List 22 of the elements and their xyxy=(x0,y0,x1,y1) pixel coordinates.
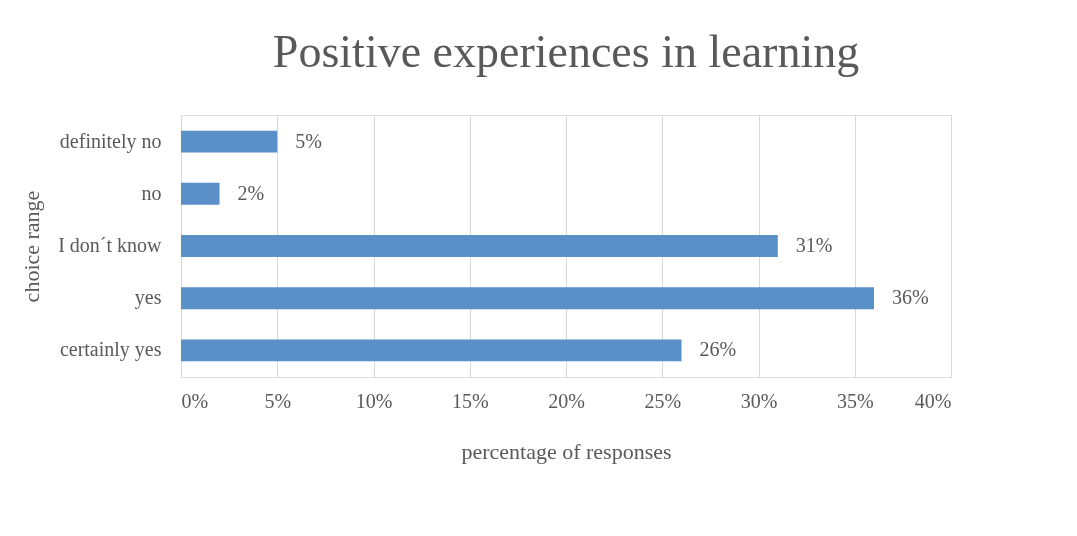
data-label: 26% xyxy=(699,338,737,361)
y-tick-label: no xyxy=(141,181,162,204)
x-tick-label: 0% xyxy=(181,389,209,412)
y-tick-label: certainly yes xyxy=(59,338,162,362)
data-label: 36% xyxy=(892,286,929,309)
x-tick-label: 25% xyxy=(644,389,682,412)
x-tick-label: 10% xyxy=(355,389,393,412)
x-tick-label: 30% xyxy=(740,389,778,412)
y-tick-label: I don´t know xyxy=(58,234,163,256)
x-tick-label: 5% xyxy=(264,389,292,412)
chart-title: Positive experiences in learning xyxy=(272,26,860,77)
y-tick-label: yes xyxy=(134,286,162,310)
data-label: 2% xyxy=(237,181,265,204)
x-tick-label: 35% xyxy=(836,389,874,412)
y-tick-label: definitely no xyxy=(59,129,162,153)
x-tick-label: 15% xyxy=(451,389,489,412)
x-axis-title: percentage of responses xyxy=(461,438,672,464)
x-tick-label: 40% xyxy=(914,389,952,412)
y-axis-title: choice range xyxy=(19,190,45,303)
x-tick-label: 20% xyxy=(548,389,585,412)
data-label: 31% xyxy=(795,234,833,256)
data-label: 5% xyxy=(295,129,322,152)
